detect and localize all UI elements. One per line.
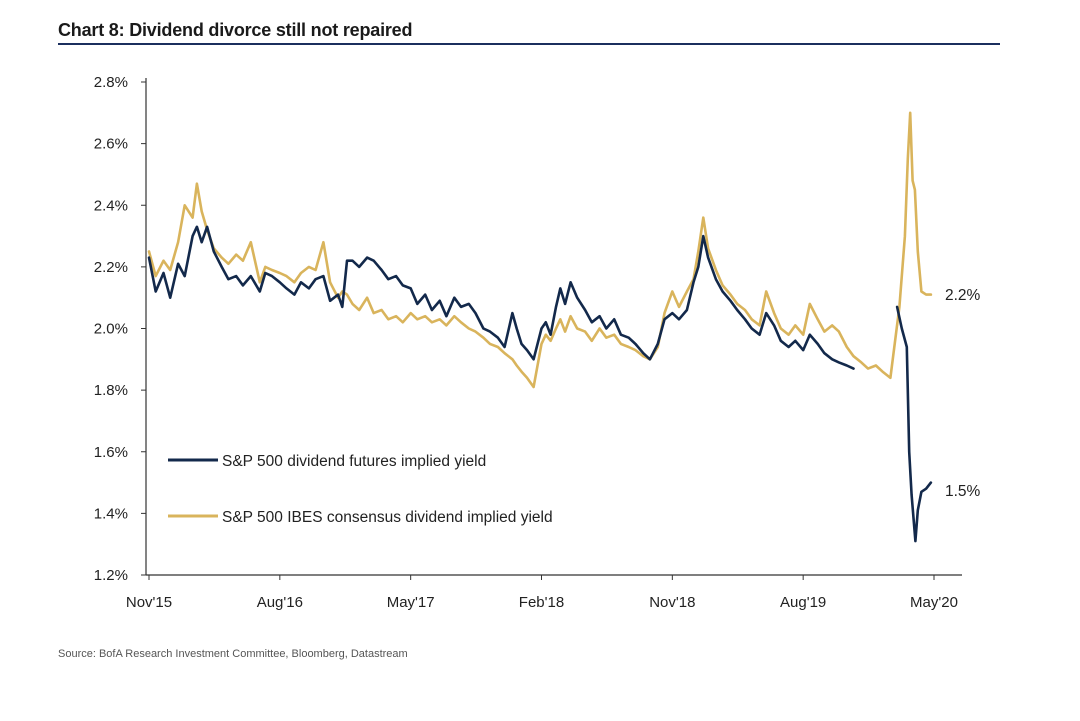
series-line-futures-segment-2 <box>895 305 933 543</box>
legend-label-ibes: S&P 500 IBES consensus dividend implied … <box>222 509 553 526</box>
title-rule <box>58 43 1000 45</box>
chart-title: Chart 8: Dividend divorce still not repa… <box>58 20 413 40</box>
y-tick-label: 2.0% <box>94 321 128 338</box>
series-line-ibes <box>147 111 933 389</box>
source-note: Source: BofA Research Investment Committ… <box>58 648 408 660</box>
x-tick-label: Aug'19 <box>780 594 826 611</box>
y-tick-label: 1.4% <box>94 505 128 522</box>
x-tick-label: May'17 <box>387 594 435 611</box>
axes: 1.2% 1.4% 1.6% 1.8% 2.0% 2.2% 2.4% 2.6% 2.8% Nov'… <box>94 74 962 611</box>
y-tick-label: 1.6% <box>94 444 128 461</box>
end-value-label-futures: 1.5% <box>945 483 981 500</box>
end-value-label-ibes: 2.2% <box>945 287 981 304</box>
end-labels: 1.5% 2.2% <box>945 287 981 500</box>
y-tick-label: 2.6% <box>94 136 128 153</box>
x-tick-label: Nov'15 <box>126 594 172 611</box>
y-tick-label: 2.4% <box>94 197 128 214</box>
y-tick-label: 2.8% <box>94 74 128 91</box>
y-tick-label: 1.8% <box>94 382 128 399</box>
series-line-futures <box>147 225 855 370</box>
x-tick-label: Nov'18 <box>649 594 695 611</box>
y-tick-label: 2.2% <box>94 259 128 276</box>
legend-label-futures: S&P 500 dividend futures implied yield <box>222 453 486 470</box>
x-tick-label: Feb'18 <box>519 594 564 611</box>
legend: S&P 500 dividend futures implied yield S&… <box>168 453 553 526</box>
x-tick-label: May'20 <box>910 594 958 611</box>
y-tick-label: 1.2% <box>94 567 128 584</box>
series-layer <box>147 111 933 543</box>
x-tick-label: Aug'16 <box>257 594 303 611</box>
